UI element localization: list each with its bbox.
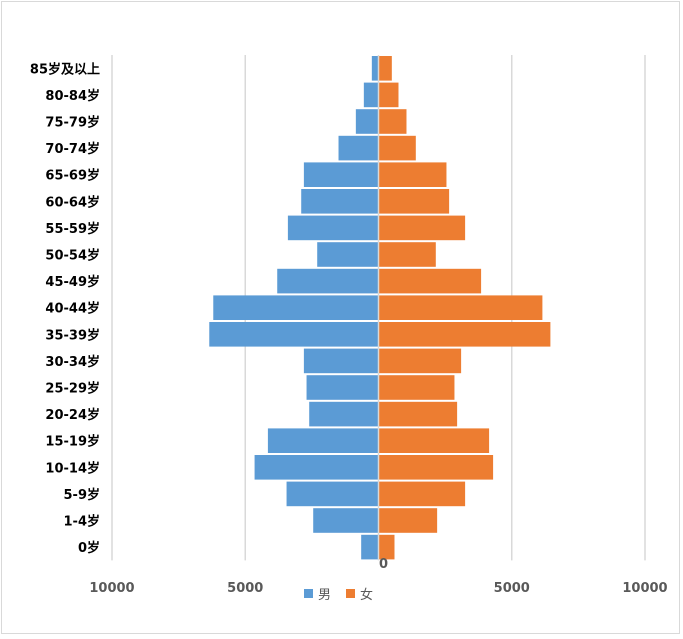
bar-male [277, 268, 379, 294]
tick-label: 5000 [494, 581, 530, 596]
bar-female [378, 189, 450, 214]
category-label: 80-84岁 [45, 88, 100, 104]
bar-male [363, 82, 379, 108]
category-label: 10-14岁 [45, 460, 100, 476]
legend-label: 男 [318, 588, 331, 603]
category-labels: 0岁 1-4岁 5-9岁 10-14岁 15-19岁 20-24岁 25-29岁 30-34岁… [30, 61, 100, 556]
bar-female [378, 481, 466, 507]
category-label: 0岁 [78, 540, 100, 556]
bar-female [378, 455, 494, 480]
category-label: 75-79岁 [45, 115, 100, 131]
category-label: 15-19岁 [45, 434, 100, 450]
tick-label: 10000 [89, 581, 134, 596]
bar-male [287, 215, 379, 241]
bar-female [378, 242, 436, 267]
category-label: 40-44岁 [45, 301, 100, 317]
legend-item-male[interactable]: 男 [304, 588, 331, 603]
bar-male [355, 109, 379, 134]
bar-female [378, 295, 543, 320]
category-label: 45-49岁 [45, 274, 100, 290]
bar-male [254, 455, 379, 480]
bar-female [378, 82, 399, 108]
bar-female [378, 534, 395, 560]
legend-swatch [304, 589, 313, 598]
bar-male [303, 348, 379, 374]
bar-male [361, 534, 379, 560]
category-label: 50-54岁 [45, 248, 100, 264]
tick-label: 10000 [622, 581, 667, 596]
category-label: 25-29岁 [45, 381, 100, 397]
bar-female [378, 508, 438, 533]
legend-item-female[interactable]: 女 [346, 587, 373, 603]
tick-label: 0 [379, 557, 388, 572]
bar-male [301, 189, 379, 214]
bar-female [378, 109, 407, 134]
bar-female [378, 322, 551, 347]
legend-label: 女 [360, 587, 373, 603]
bar-female [378, 401, 458, 427]
category-label: 1-4岁 [64, 514, 101, 530]
legend-swatch [346, 589, 355, 598]
bar-male [303, 162, 379, 187]
category-label: 70-74岁 [45, 141, 100, 157]
bars [209, 56, 551, 560]
bar-male [306, 375, 379, 400]
bar-female [378, 268, 482, 294]
bar-male [317, 242, 379, 267]
tick-labels: 10000 5000 0 5000 10000 [89, 557, 667, 596]
bar-male [286, 481, 379, 507]
category-label: 60-64岁 [45, 194, 100, 210]
category-label: 30-34岁 [45, 354, 100, 370]
bar-male [213, 295, 379, 320]
bar-female [378, 135, 416, 161]
category-label: 5-9岁 [64, 487, 101, 503]
bar-female [378, 348, 462, 374]
bar-female [378, 428, 490, 453]
bar-male [338, 135, 379, 161]
legend[interactable]: 男女 [304, 587, 373, 603]
bar-male [309, 401, 379, 427]
bar-female [378, 56, 392, 81]
category-label: 85岁及以上 [30, 61, 100, 77]
bar-male [209, 322, 379, 347]
bar-male [371, 56, 379, 81]
bar-male [313, 508, 379, 533]
bar-male [267, 428, 379, 453]
category-label: 20-24岁 [45, 407, 100, 423]
category-label: 35-39岁 [45, 327, 100, 343]
category-label: 65-69岁 [45, 168, 100, 184]
category-label: 55-59岁 [45, 221, 100, 237]
bar-female [378, 215, 466, 241]
bar-female [378, 375, 455, 400]
bar-female [378, 162, 447, 187]
tick-label: 5000 [227, 581, 263, 596]
